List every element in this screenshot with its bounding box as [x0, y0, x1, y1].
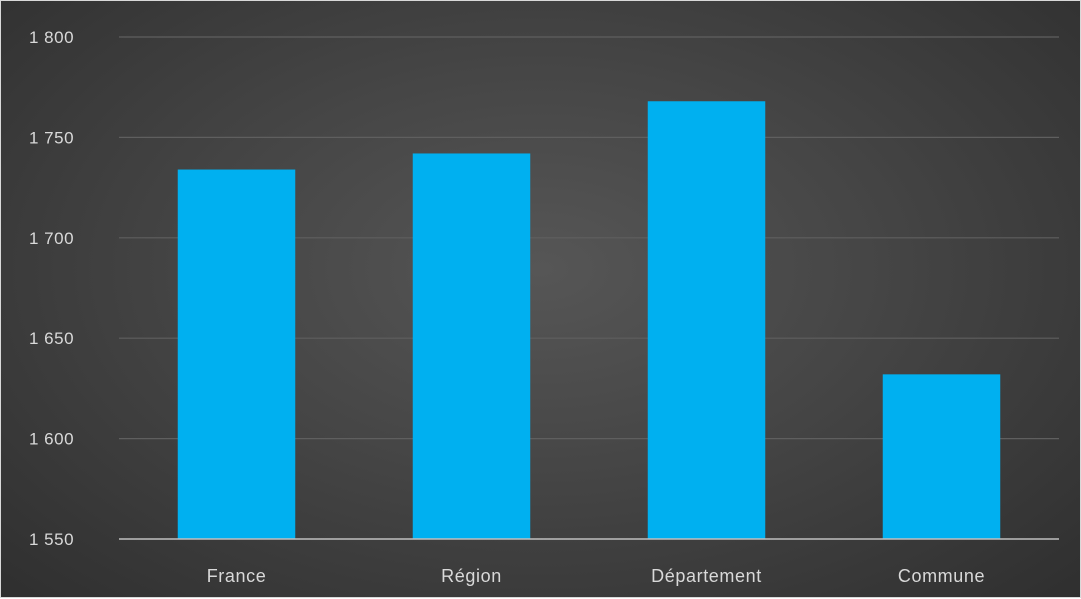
y-tick-label: 1 750 [29, 128, 74, 147]
bar-region [412, 153, 531, 540]
bar-commune [882, 374, 1001, 539]
bar-france [177, 169, 296, 539]
x-category-label: France [207, 566, 267, 586]
x-category-label: Département [651, 566, 762, 586]
y-tick-label: 1 800 [29, 28, 74, 47]
x-category-label: Région [441, 566, 502, 586]
bars [177, 101, 1001, 540]
y-tick-label: 1 700 [29, 229, 74, 248]
y-tick-label: 1 550 [29, 530, 74, 549]
y-tick-labels: 1 550 1 600 1 650 1 700 1 750 1 800 [29, 28, 74, 549]
x-category-label: Commune [898, 566, 985, 586]
y-tick-label: 1 650 [29, 329, 74, 348]
x-category-labels: France Région Département Commune [207, 566, 985, 586]
bar-departement [647, 101, 766, 540]
y-tick-label: 1 600 [29, 430, 74, 449]
